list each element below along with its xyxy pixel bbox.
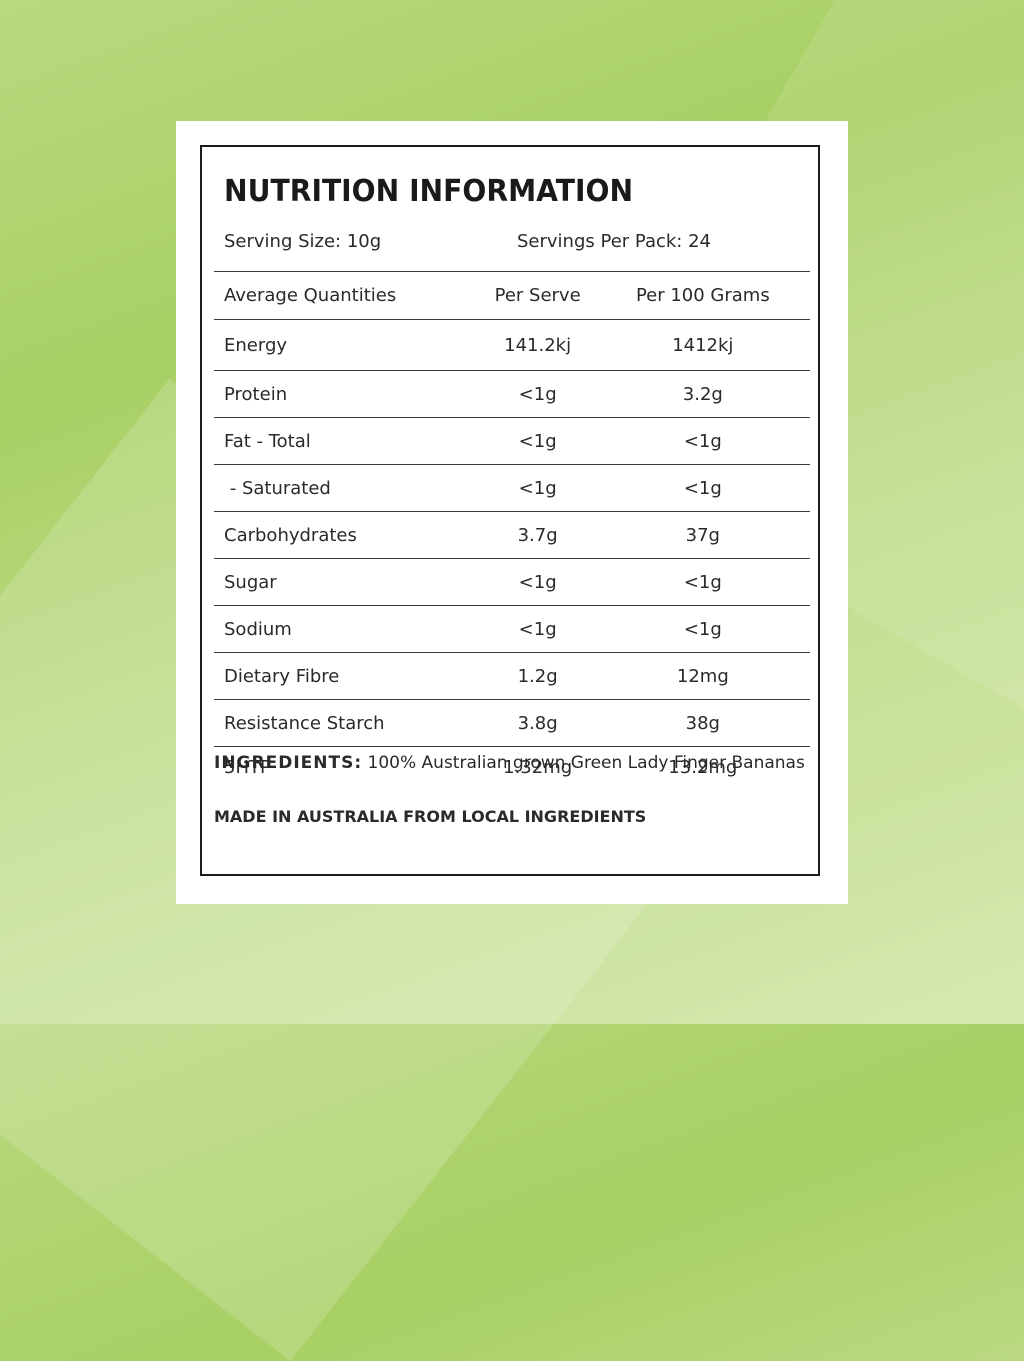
row-per-serve: <1g	[518, 430, 557, 452]
row-per-100: <1g	[683, 618, 722, 640]
serving-size: Serving Size: 10g	[224, 231, 382, 252]
row-per-serve: 3.7g	[517, 524, 558, 546]
table-row: Sugar <1g <1g	[214, 559, 810, 606]
table-header-row: Average Quantities Per Serve Per 100 Gra…	[214, 272, 810, 320]
row-name: Dietary Fibre	[224, 665, 340, 687]
table-row: Carbohydrates 3.7g 37g	[214, 512, 810, 559]
row-name: Carbohydrates	[224, 524, 357, 546]
row-per-serve: <1g	[518, 571, 557, 593]
row-per-100: 1412kj	[672, 334, 734, 356]
row-name: 5HTP	[224, 756, 271, 778]
nutrition-table: Average Quantities Per Serve Per 100 Gra…	[214, 271, 810, 787]
row-per-100: <1g	[683, 571, 722, 593]
servings-per-pack: Servings Per Pack: 24	[517, 231, 711, 252]
row-name: Fat - Total	[224, 430, 311, 452]
row-name: Energy	[224, 334, 288, 356]
row-per-100: 38g	[685, 712, 720, 734]
row-name: Protein	[224, 383, 288, 405]
row-name: - Saturated	[224, 477, 331, 499]
row-per-100: <1g	[683, 477, 722, 499]
table-row: 5HTP 1.32mg 13.2mg	[214, 747, 810, 787]
row-per-100: 37g	[685, 524, 720, 546]
table-row: Dietary Fibre 1.2g 12mg	[214, 653, 810, 700]
table-row: Energy 141.2kj 1412kj	[214, 320, 810, 371]
ingredients-text: 100% Australian grown Green Lady Finger …	[367, 753, 805, 773]
row-per-serve: <1g	[518, 618, 557, 640]
header-quantities: Average Quantities	[224, 285, 397, 306]
table-row: Sodium <1g <1g	[214, 606, 810, 653]
made-in-statement: MADE IN AUSTRALIA FROM LOCAL INGREDIENTS	[214, 807, 647, 826]
table-row: - Saturated <1g <1g	[214, 465, 810, 512]
nutrition-card: NUTRITION INFORMATION Serving Size: 10g …	[176, 121, 848, 904]
header-per-100: Per 100 Grams	[635, 285, 770, 306]
header-per-serve: Per Serve	[494, 285, 581, 306]
row-per-serve: 3.8g	[517, 712, 558, 734]
ingredients: INGREDIENTS: 100% Australian grown Green…	[214, 753, 805, 773]
panel-title: NUTRITION INFORMATION	[224, 174, 634, 209]
ingredients-label: INGREDIENTS:	[214, 753, 363, 773]
row-per-serve: 141.2kj	[504, 334, 572, 356]
row-per-serve: <1g	[518, 383, 557, 405]
table-row: Resistance Starch 3.8g 38g	[214, 700, 810, 747]
table-row: Fat - Total <1g <1g	[214, 418, 810, 465]
row-per-100: 12mg	[676, 665, 729, 687]
row-per-100: 3.2g	[682, 383, 723, 405]
row-per-100: <1g	[683, 430, 722, 452]
row-per-serve: 1.32mg	[503, 756, 573, 778]
row-per-100: 13.2mg	[668, 756, 738, 778]
row-per-serve: 1.2g	[517, 665, 558, 687]
table-row: Protein <1g 3.2g	[214, 371, 810, 418]
row-name: Resistance Starch	[224, 712, 385, 734]
row-per-serve: <1g	[518, 477, 557, 499]
nutrition-panel: NUTRITION INFORMATION Serving Size: 10g …	[200, 145, 820, 876]
row-name: Sugar	[224, 571, 277, 593]
row-name: Sodium	[224, 618, 292, 640]
